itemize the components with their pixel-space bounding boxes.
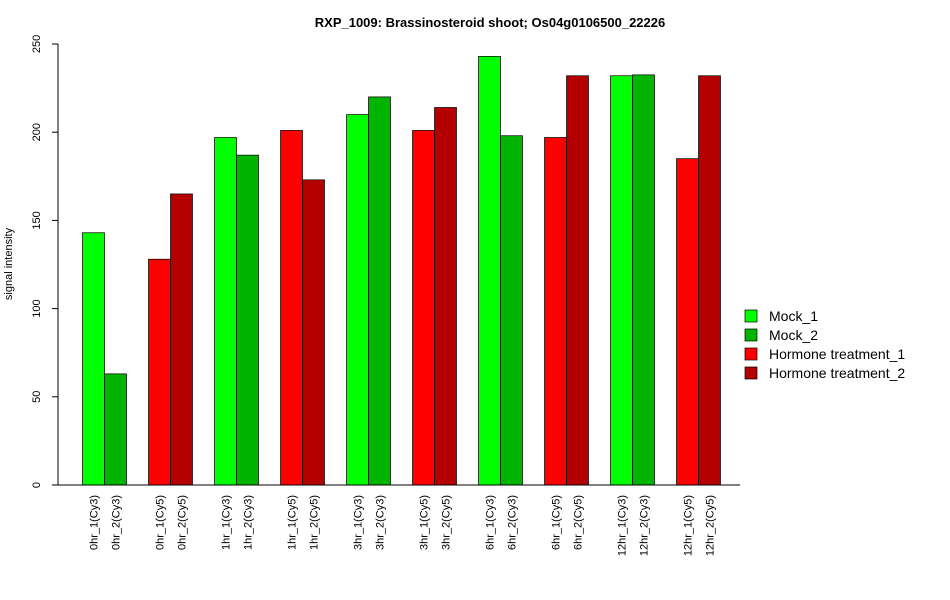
x-tick-label: 3hr_1(Cy3) (353, 495, 365, 550)
bar (170, 193, 193, 486)
bars-group (82, 55, 721, 486)
x-tick-label: 0hr_1(Cy5) (155, 495, 167, 550)
bar (610, 75, 633, 486)
x-tick-labels: 0hr_1(Cy3) 0hr_2(Cy3) 0hr_1(Cy5) 0hr_2(Cy5)… (89, 495, 717, 556)
y-tick-label: 250 (31, 35, 43, 53)
bar (346, 114, 369, 486)
y-tick-label: 200 (31, 123, 43, 141)
legend-label: Hormone treatment_2 (769, 365, 905, 381)
x-tick-label: 0hr_1(Cy3) (89, 495, 101, 550)
legend-label: Mock_1 (769, 308, 818, 324)
bar (434, 107, 457, 486)
y-tick-label: 100 (31, 299, 43, 317)
x-tick-label: 3hr_2(Cy3) (375, 495, 387, 550)
bar (544, 137, 567, 486)
bar (566, 75, 589, 486)
bar (500, 135, 523, 486)
chart-title: RXP_1009: Brassinosteroid shoot; Os04g01… (315, 15, 665, 30)
bar (104, 373, 127, 486)
x-tick-label: 1hr_1(Cy5) (287, 495, 299, 550)
x-tick-label: 12hr_1(Cy5) (683, 495, 695, 556)
legend-label: Mock_2 (769, 327, 818, 343)
legend-label: Hormone treatment_1 (769, 346, 905, 362)
x-tick-label: 12hr_2(Cy5) (705, 495, 717, 556)
x-tick-label: 1hr_2(Cy3) (243, 495, 255, 550)
legend-swatch (744, 366, 758, 380)
y-tick-label: 0 (31, 482, 43, 488)
bar (412, 130, 435, 486)
x-tick-label: 6hr_1(Cy5) (551, 495, 563, 550)
x-tick-label: 1hr_2(Cy5) (309, 495, 321, 550)
bar (478, 55, 501, 486)
bar (632, 74, 655, 486)
bar (236, 154, 259, 486)
x-tick-label: 3hr_1(Cy5) (419, 495, 431, 550)
bar (676, 158, 699, 486)
y-axis-label: signal intensity (3, 227, 15, 300)
bar (148, 258, 171, 486)
x-tick-label: 6hr_1(Cy3) (485, 495, 497, 550)
y-axis: 0 50 100 150 200 250 (31, 35, 59, 488)
bar (280, 130, 303, 486)
x-tick-label: 12hr_1(Cy3) (617, 495, 629, 556)
bar (302, 179, 325, 486)
bar (698, 75, 721, 486)
x-tick-label: 3hr_2(Cy5) (441, 495, 453, 550)
y-tick-label: 150 (31, 211, 43, 229)
bar (82, 232, 105, 486)
x-tick-label: 6hr_2(Cy3) (507, 495, 519, 550)
legend-swatch (744, 328, 758, 342)
x-tick-label: 12hr_2(Cy3) (639, 495, 651, 556)
x-tick-label: 1hr_1(Cy3) (221, 495, 233, 550)
x-tick-label: 0hr_2(Cy3) (111, 495, 123, 550)
y-tick-label: 50 (31, 391, 43, 403)
legend: Mock_1 Mock_2 Hormone treatment_1 Hormone t… (744, 308, 905, 381)
legend-swatch (744, 309, 758, 323)
legend-swatch (744, 347, 758, 361)
x-tick-label: 0hr_2(Cy5) (177, 495, 189, 550)
bar (368, 96, 391, 486)
bar (214, 137, 237, 486)
x-tick-label: 6hr_2(Cy5) (573, 495, 585, 550)
